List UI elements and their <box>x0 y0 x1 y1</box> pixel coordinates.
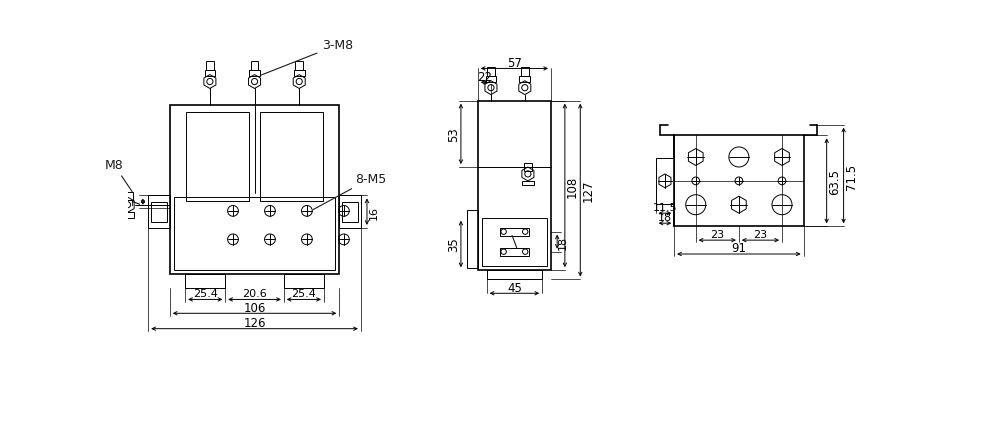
Bar <box>186 113 249 201</box>
Text: 106: 106 <box>243 301 266 314</box>
Bar <box>206 61 214 71</box>
Text: 127: 127 <box>581 179 594 202</box>
Text: 18: 18 <box>558 235 568 249</box>
Bar <box>284 274 324 288</box>
Bar <box>500 228 529 236</box>
Text: 22: 22 <box>477 71 492 83</box>
Bar <box>487 68 495 77</box>
Bar <box>185 274 225 288</box>
Text: M8: M8 <box>104 158 132 192</box>
Bar <box>674 136 804 227</box>
Text: 20.6: 20.6 <box>242 289 267 298</box>
Bar <box>122 193 133 201</box>
Text: 7: 7 <box>132 199 142 206</box>
Bar <box>121 213 134 218</box>
Text: 23: 23 <box>710 230 724 240</box>
Text: 25.4: 25.4 <box>291 289 316 298</box>
Bar <box>656 158 674 205</box>
Bar <box>339 196 361 228</box>
Bar <box>294 71 305 77</box>
Text: 45: 45 <box>507 281 522 294</box>
Bar <box>170 105 339 274</box>
Text: 16: 16 <box>369 205 379 219</box>
Bar <box>478 101 551 270</box>
Text: 91: 91 <box>731 242 746 255</box>
Text: 3-M8: 3-M8 <box>261 39 353 76</box>
Bar <box>342 202 358 222</box>
Bar <box>486 77 496 83</box>
Bar <box>151 202 167 222</box>
Text: 108: 108 <box>566 175 579 197</box>
Bar <box>260 113 323 201</box>
Bar <box>148 196 170 228</box>
Bar <box>522 181 534 186</box>
Text: 63.5: 63.5 <box>828 169 841 194</box>
Text: 71.5: 71.5 <box>845 163 858 189</box>
Text: 126: 126 <box>243 316 266 329</box>
Text: 8-M5: 8-M5 <box>313 172 387 210</box>
Bar <box>482 218 547 267</box>
Bar <box>174 197 335 270</box>
Text: 57: 57 <box>507 57 522 70</box>
Text: 35: 35 <box>447 237 460 252</box>
Bar <box>251 61 258 71</box>
Bar <box>295 61 303 71</box>
Text: 23: 23 <box>753 230 768 240</box>
Bar <box>487 270 542 280</box>
Text: 18: 18 <box>658 212 672 222</box>
Text: 25.4: 25.4 <box>193 289 218 298</box>
Bar <box>521 68 529 77</box>
Bar <box>519 77 530 83</box>
Bar <box>524 164 532 172</box>
Bar <box>500 248 529 256</box>
Bar <box>249 71 260 77</box>
Text: 53: 53 <box>447 127 460 142</box>
Bar <box>467 211 478 268</box>
Bar <box>205 71 215 77</box>
Text: 11.5: 11.5 <box>653 203 677 212</box>
